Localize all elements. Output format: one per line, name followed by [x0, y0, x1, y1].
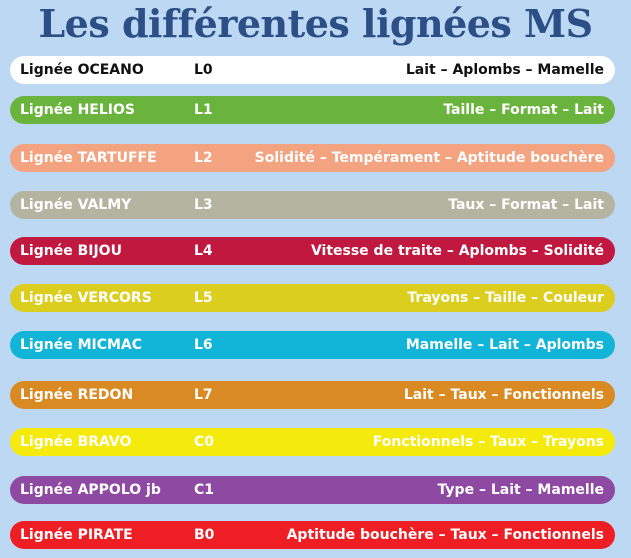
lineage-row-bijou: Lignée BIJOU L4 Vitesse de traite – Aplo… — [10, 237, 615, 265]
lineage-code: L3 — [194, 197, 213, 213]
lineage-row-bravo: Lignée BRAVO C0 Fonctionnels – Taux – Tr… — [10, 428, 615, 456]
lineage-code: L4 — [194, 243, 213, 259]
lineage-row-vercors: Lignée VERCORS L5 Trayons – Taille – Cou… — [10, 284, 615, 312]
lineage-row-appolo: Lignée APPOLO jb C1 Type – Lait – Mamell… — [10, 476, 615, 504]
lineage-row-pirate: Lignée PIRATE B0 Aptitude bouchère – Tau… — [10, 521, 615, 549]
lineage-row-micmac: Lignée MICMAC L6 Mamelle – Lait – Aplomb… — [10, 331, 615, 359]
lineage-name: Lignée HELIOS — [20, 102, 135, 118]
lineage-row-valmy: Lignée VALMY L3 Taux – Format – Lait — [10, 191, 615, 219]
lineage-name: Lignée BRAVO — [20, 434, 132, 450]
lineage-traits: Mamelle – Lait – Aplombs — [405, 337, 604, 353]
lineage-code: L0 — [194, 62, 213, 78]
lineage-name: Lignée VALMY — [20, 197, 132, 213]
lineage-traits: Taille – Format – Lait — [443, 102, 604, 118]
lineage-code: C0 — [194, 434, 215, 450]
page-title: Les différentes lignées MS — [38, 1, 593, 46]
lineage-name: Lignée REDON — [20, 387, 134, 403]
lineage-name: Lignée VERCORS — [20, 290, 152, 306]
lineage-traits: Aptitude bouchère – Taux – Fonctionnels — [286, 527, 604, 543]
lineage-traits: Type – Lait – Mamelle — [437, 482, 604, 498]
lineage-code: L2 — [194, 150, 213, 166]
lineage-row-helios: Lignée HELIOS L1 Taille – Format – Lait — [10, 96, 615, 124]
lineage-name: Lignée PIRATE — [20, 527, 133, 543]
lineage-name: Lignée OCEANO — [20, 62, 144, 78]
lineage-name: Lignée BIJOU — [20, 243, 122, 259]
lineage-row-tartuffe: Lignée TARTUFFE L2 Solidité – Tempéramen… — [10, 144, 615, 172]
lineage-name: Lignée TARTUFFE — [20, 150, 157, 166]
lineage-code: L7 — [194, 387, 213, 403]
lineage-name: Lignée APPOLO jb — [20, 482, 161, 498]
lineage-code: L6 — [194, 337, 213, 353]
lineage-traits: Lait – Aplombs – Mamelle — [405, 62, 604, 78]
lineage-code: L1 — [194, 102, 213, 118]
lineage-code: B0 — [194, 527, 215, 543]
lineage-code: L5 — [194, 290, 213, 306]
lineage-traits: Lait – Taux – Fonctionnels — [403, 387, 604, 403]
lineage-name: Lignée MICMAC — [20, 337, 143, 353]
lineage-traits: Fonctionnels – Taux – Trayons — [372, 434, 604, 450]
lineage-code: C1 — [194, 482, 215, 498]
lineage-traits: Vitesse de traite – Aplombs – Solidité — [310, 243, 604, 259]
lineage-row-oceano: Lignée OCEANO L0 Lait – Aplombs – Mamell… — [10, 56, 615, 84]
lineage-traits: Taux – Format – Lait — [448, 197, 604, 213]
lineage-traits: Solidité – Tempérament – Aptitude bouchè… — [254, 150, 604, 166]
lineage-row-redon: Lignée REDON L7 Lait – Taux – Fonctionne… — [10, 381, 615, 409]
lineage-traits: Trayons – Taille – Couleur — [407, 290, 604, 306]
